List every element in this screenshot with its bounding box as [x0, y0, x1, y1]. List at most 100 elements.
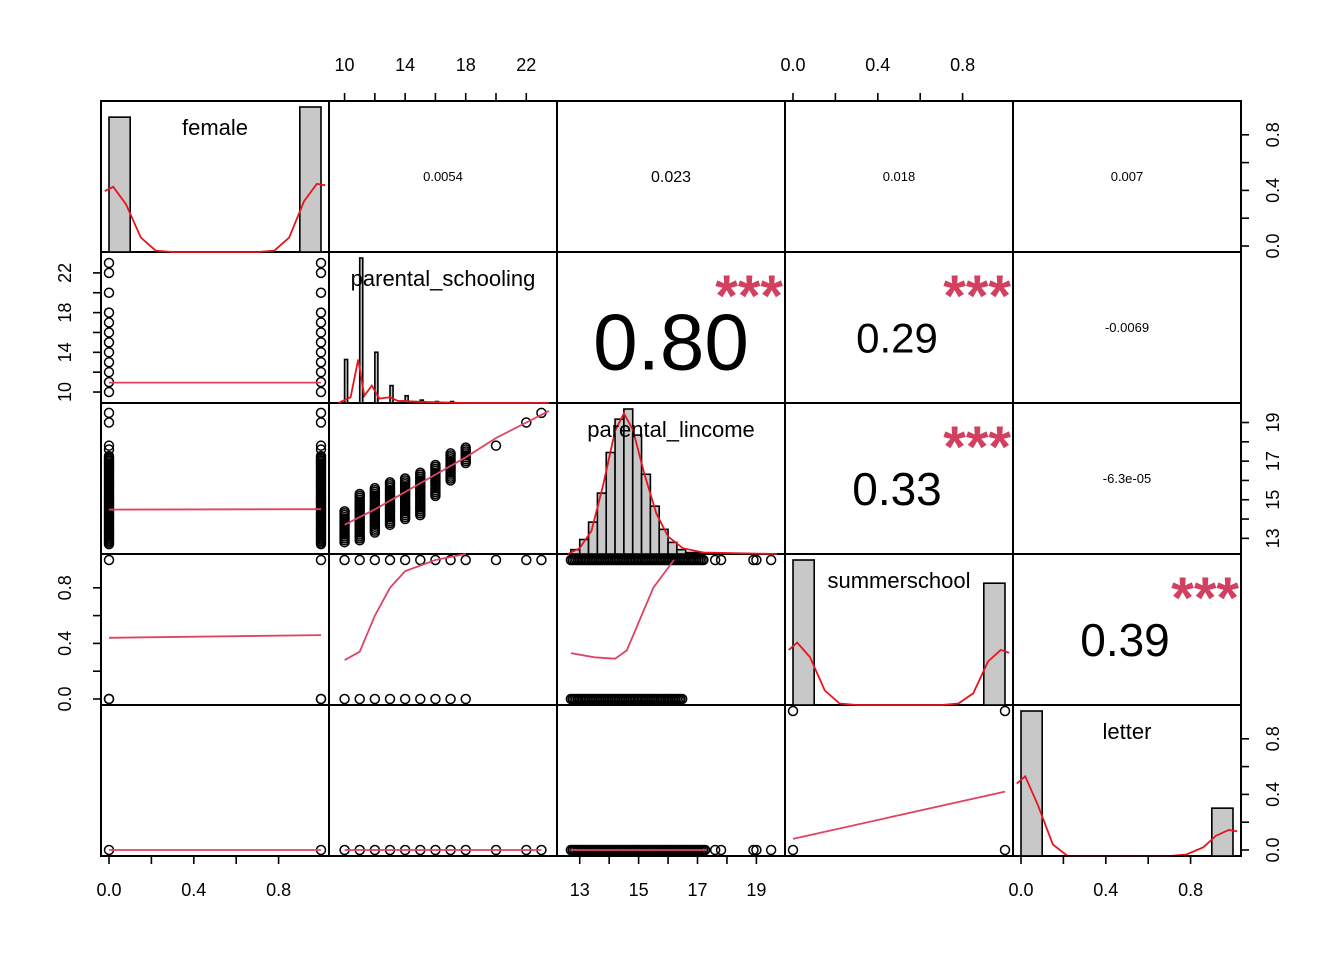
scatter-point — [105, 556, 114, 565]
scatter-point — [340, 695, 349, 704]
scatter-point — [340, 556, 349, 565]
scatter-point — [105, 258, 114, 267]
fit-line — [345, 554, 466, 660]
scatter-point — [401, 556, 410, 565]
x-tick-label: 0.4 — [865, 55, 890, 75]
scatter-point — [789, 707, 798, 716]
scatter-point — [1001, 846, 1010, 855]
histogram-bar — [677, 550, 686, 554]
correlation-value: 0.007 — [1111, 169, 1144, 184]
scatter-point — [317, 358, 326, 367]
correlation-value: 0.023 — [651, 169, 691, 186]
panel-frame — [101, 252, 329, 403]
x-tick-label: 0.0 — [1008, 880, 1033, 900]
scatter-point — [317, 348, 326, 357]
x-tick-label: 0.0 — [780, 55, 805, 75]
scatter-point — [492, 441, 501, 450]
significance-stars: *** — [943, 415, 1011, 480]
histogram-bar — [633, 435, 642, 554]
scatter-point — [317, 288, 326, 297]
significance-stars: *** — [715, 264, 783, 329]
scatter-point — [105, 418, 114, 427]
correlation-value: 0.33 — [852, 463, 942, 515]
panel-frame — [329, 554, 557, 705]
histogram-bar — [642, 474, 651, 554]
scatter-point — [522, 556, 531, 565]
scatter-point — [401, 695, 410, 704]
x-tick-label: 0.8 — [1178, 880, 1203, 900]
histogram-bar — [345, 360, 348, 404]
significance-stars: *** — [1171, 566, 1239, 631]
y-tick-label: 22 — [55, 263, 75, 283]
y-tick-label: 14 — [55, 342, 75, 362]
fit-line — [571, 560, 674, 659]
y-tick-label: 18 — [55, 303, 75, 323]
scatter-point — [317, 308, 326, 317]
fit-line — [109, 635, 321, 638]
density-curve — [105, 184, 325, 252]
scatter-point — [317, 388, 326, 397]
scatter-point — [317, 268, 326, 277]
scatter-point — [105, 695, 114, 704]
scatter-point — [492, 556, 501, 565]
x-tick-label: 15 — [629, 880, 649, 900]
scatter-point — [537, 556, 546, 565]
scatter-point — [105, 338, 114, 347]
correlation-value: 0.29 — [856, 314, 938, 361]
y-tick-label: 0.4 — [1263, 178, 1283, 203]
x-tick-label: 14 — [395, 55, 415, 75]
scatter-point — [105, 288, 114, 297]
histogram-bar — [390, 386, 393, 403]
scatter-point — [105, 408, 114, 417]
x-tick-label: 10 — [335, 55, 355, 75]
histogram-bar — [300, 107, 321, 252]
scatter-point — [105, 358, 114, 367]
variable-label: female — [182, 115, 248, 140]
scatter-point — [105, 318, 114, 327]
histogram-bar — [984, 583, 1005, 705]
y-tick-label: 0.0 — [1263, 233, 1283, 258]
scatter-point — [767, 556, 776, 565]
variable-label: summerschool — [827, 568, 970, 593]
scatter-point — [386, 556, 395, 565]
scatter-point — [317, 328, 326, 337]
fit-line — [793, 792, 1005, 839]
x-tick-label: 0.8 — [950, 55, 975, 75]
correlation-value: -0.0069 — [1105, 320, 1149, 335]
y-tick-label: 0.0 — [1263, 837, 1283, 862]
scatter-point — [355, 556, 364, 565]
histogram-bar — [1021, 711, 1042, 856]
scatter-point — [105, 308, 114, 317]
significance-stars: *** — [943, 264, 1011, 329]
y-tick-label: 0.8 — [1263, 726, 1283, 751]
histogram-bar — [109, 117, 130, 252]
panel-frame — [101, 554, 329, 705]
scatter-point — [789, 846, 798, 855]
y-tick-label: 13 — [1263, 528, 1283, 548]
histogram-bar — [793, 560, 814, 705]
x-tick-label: 13 — [570, 880, 590, 900]
variable-label: letter — [1103, 719, 1152, 744]
scatter-point — [431, 695, 440, 704]
scatter-point — [767, 846, 776, 855]
y-tick-label: 0.4 — [1263, 782, 1283, 807]
scatter-point — [416, 695, 425, 704]
scatter-point — [105, 328, 114, 337]
y-tick-label: 0.8 — [55, 575, 75, 600]
y-tick-label: 10 — [55, 382, 75, 402]
scatter-point — [317, 556, 326, 565]
x-tick-label: 0.4 — [181, 880, 206, 900]
scatter-point — [1001, 707, 1010, 716]
correlation-value: 0.39 — [1080, 614, 1170, 666]
histogram-bar — [668, 542, 677, 554]
panel-frame — [101, 403, 329, 554]
scatter-point — [105, 348, 114, 357]
scatter-point — [717, 556, 726, 565]
panel-frame — [101, 705, 329, 856]
correlation-value: -6.3e-05 — [1103, 471, 1151, 486]
x-tick-label: 22 — [516, 55, 536, 75]
y-tick-label: 0.8 — [1263, 122, 1283, 147]
density-curve — [339, 360, 550, 404]
correlation-value: 0.0054 — [423, 169, 463, 184]
